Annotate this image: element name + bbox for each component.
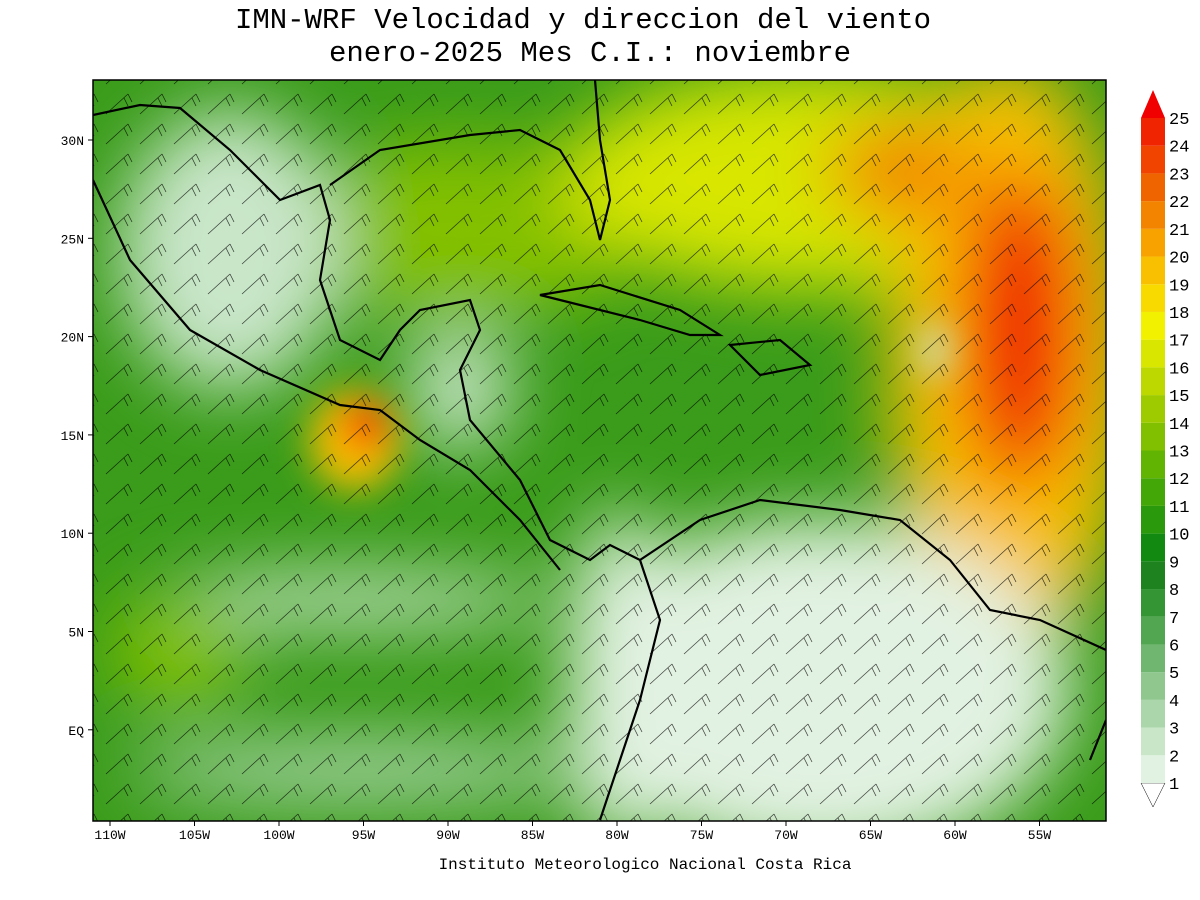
map-frame	[92, 79, 1107, 822]
coastlines	[93, 80, 1106, 821]
colorbar-swatch	[1141, 395, 1165, 423]
colorbar-end	[1141, 90, 1165, 118]
lat-label: 25N	[61, 232, 84, 247]
colorbar-label: 22	[1169, 194, 1189, 213]
lon-label: 105W	[179, 828, 210, 843]
colorbar-swatch	[1141, 561, 1165, 590]
title-line: enero-2025 Mes C.I.: noviembre	[329, 37, 851, 70]
colorbar-swatch	[1141, 616, 1165, 645]
colorbar-label: 1	[1169, 776, 1179, 795]
colorbar-swatch	[1141, 173, 1165, 202]
footer: Instituto Meteorologico Nacional Costa R…	[439, 856, 852, 874]
wind-field	[93, 80, 1106, 821]
colorbar-swatch	[1141, 367, 1165, 396]
colorbar-label: 13	[1169, 444, 1189, 463]
lat-label: 10N	[61, 527, 84, 542]
colorbar-swatch	[1141, 478, 1165, 506]
colorbar-swatch	[1141, 505, 1165, 534]
lon-label: 110W	[94, 828, 125, 843]
colorbar-label: 20	[1169, 250, 1189, 269]
colorbar-label: 15	[1169, 388, 1189, 407]
lon-label: 90W	[436, 828, 460, 843]
colorbar-swatch	[1141, 118, 1165, 146]
lat-label: 5N	[68, 626, 84, 641]
lon-label: 85W	[521, 828, 545, 843]
colorbar-swatch	[1141, 145, 1165, 174]
lon-label: 75W	[690, 828, 714, 843]
colorbar-swatch	[1141, 589, 1165, 617]
lon-label: 95W	[352, 828, 376, 843]
lon-label: 65W	[859, 828, 883, 843]
lon-label: 70W	[774, 828, 798, 843]
colorbar-label: 9	[1169, 554, 1179, 573]
colorbar-swatch	[1141, 672, 1165, 700]
lon-label: 55W	[1028, 828, 1052, 843]
colorbar-label: 10	[1169, 527, 1189, 546]
colorbar-end	[1140, 782, 1166, 808]
colorbar-label: 3	[1169, 721, 1179, 740]
lat-label: 15N	[61, 429, 84, 444]
colorbar-swatch	[1141, 284, 1165, 312]
title-line: IMN-WRF Velocidad y direccion del viento	[235, 4, 931, 37]
colorbar-swatch	[1141, 422, 1165, 451]
colorbar-label: 11	[1169, 499, 1189, 518]
colorbar-label: 5	[1169, 665, 1179, 684]
colorbar-label: 23	[1169, 166, 1189, 185]
lat-label: 30N	[61, 134, 84, 149]
colorbar-swatch	[1141, 727, 1165, 756]
colorbar-label: 12	[1169, 471, 1189, 490]
colorbar-label: 21	[1169, 222, 1189, 241]
colorbar: 1234567891011121314151617181920212223242…	[1140, 90, 1189, 808]
colorbar-label: 18	[1169, 305, 1189, 324]
colorbar-swatch	[1141, 644, 1165, 673]
colorbar-swatch	[1141, 699, 1165, 728]
colorbar-swatch	[1141, 339, 1165, 368]
lon-label: 60W	[943, 828, 967, 843]
colorbar-label: 8	[1169, 582, 1179, 601]
colorbar-label: 2	[1169, 748, 1179, 767]
lon-label: 100W	[263, 828, 294, 843]
colorbar-label: 19	[1169, 277, 1189, 296]
colorbar-swatch	[1141, 755, 1165, 783]
colorbar-swatch	[1141, 450, 1165, 479]
colorbar-swatch	[1141, 228, 1165, 257]
colorbar-swatch	[1141, 256, 1165, 285]
lat-label: EQ	[68, 724, 84, 739]
colorbar-label: 16	[1169, 360, 1189, 379]
colorbar-label: 17	[1169, 333, 1189, 352]
colorbar-swatch	[1141, 311, 1165, 340]
colorbar-swatch	[1141, 201, 1165, 229]
colorbar-label: 14	[1169, 416, 1189, 435]
colorbar-swatch	[1141, 533, 1165, 562]
colorbar-label: 25	[1169, 111, 1189, 130]
colorbar-label: 24	[1169, 139, 1189, 158]
colorbar-label: 6	[1169, 637, 1179, 656]
colorbar-label: 7	[1169, 610, 1179, 629]
lat-label: 20N	[61, 331, 84, 346]
colorbar-label: 4	[1169, 693, 1179, 712]
lon-label: 80W	[605, 828, 629, 843]
